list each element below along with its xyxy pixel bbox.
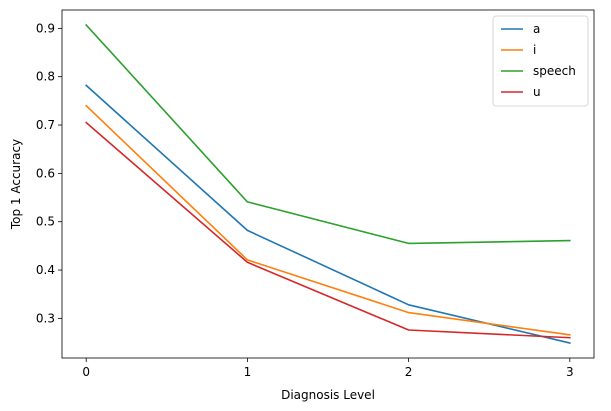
plot-frame (61, 9, 595, 359)
x-tick-label: 1 (244, 365, 252, 379)
y-tick-label: 0.8 (36, 70, 55, 84)
y-tick-label: 0.3 (36, 311, 55, 325)
legend-label-u: u (533, 85, 541, 99)
x-axis: 0 1 2 3 (82, 358, 574, 379)
series-line-u (85, 121, 571, 339)
legend-label-a: a (533, 22, 540, 36)
legend-box (492, 15, 589, 107)
y-tick-label: 0.4 (36, 263, 55, 277)
legend: ai speech u (492, 15, 589, 107)
series-lines (85, 23, 571, 344)
y-tick-label: 0.6 (36, 166, 55, 180)
y-tick-label: 0.5 (36, 215, 55, 229)
series-line-i (85, 104, 571, 336)
y-axis: 0.3 0.4 0.5 0.6 0.7 0.8 0.9 (36, 21, 62, 325)
legend-label-i: i (533, 43, 536, 57)
y-tick-label: 0.7 (36, 118, 55, 132)
y-axis-label: Top 1 Accuracy (9, 139, 23, 230)
legend-label-speech: speech (533, 64, 576, 78)
x-axis-label: Diagnosis Level (281, 388, 375, 402)
x-tick-label: 0 (82, 365, 90, 379)
y-tick-label: 0.9 (36, 21, 55, 35)
x-tick-label: 3 (566, 365, 574, 379)
series-line-speech (85, 23, 571, 245)
x-tick-label: 2 (405, 365, 413, 379)
